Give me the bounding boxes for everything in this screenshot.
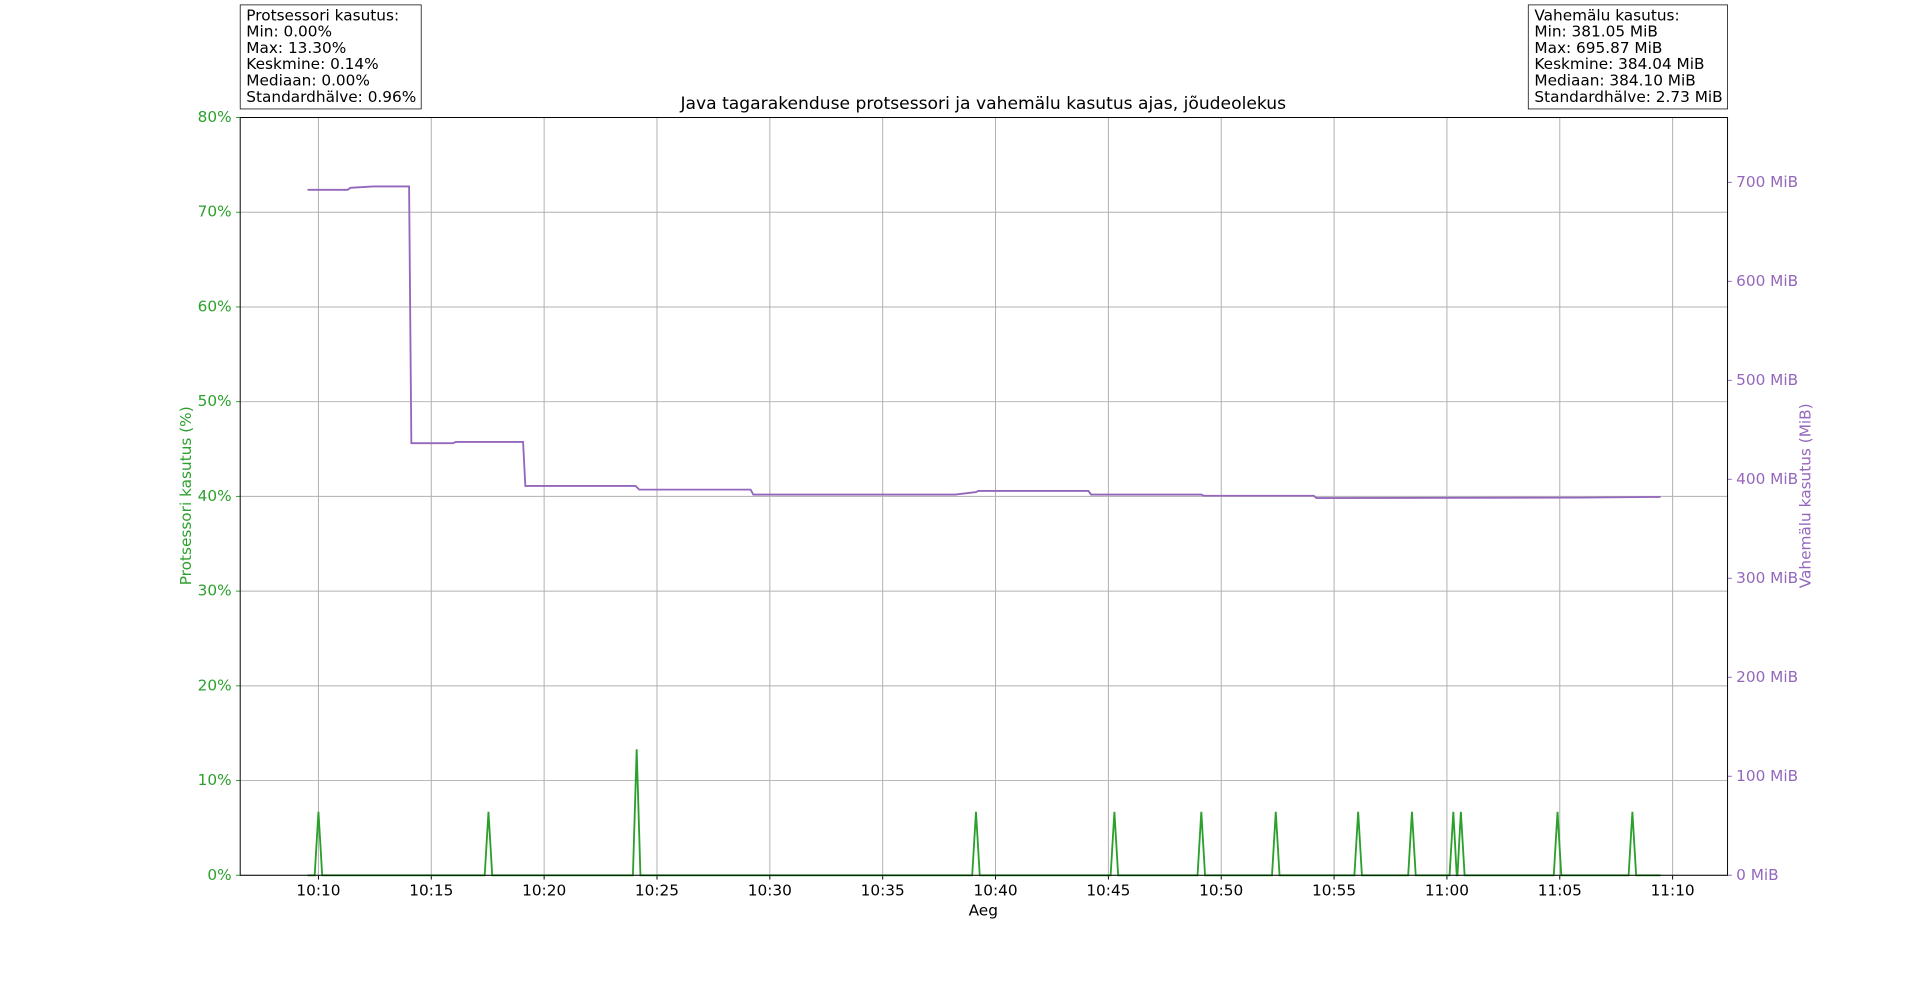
y-axis-label: Protsessori kasutus (%)	[177, 406, 195, 585]
x-axis-label: Aeg	[969, 901, 998, 919]
x-tick-label: 10:50	[1199, 882, 1243, 900]
stats-line: Standardhälve: 2.73 MiB	[1534, 88, 1722, 106]
y-tick-label: 50%	[198, 392, 232, 410]
stats-line: Keskmine: 0.14%	[246, 55, 378, 73]
y-tick-label: 0%	[207, 866, 231, 884]
stats-box: Protsessori kasutus:Min: 0.00%Max: 13.30…	[239, 4, 422, 110]
y2-tick-label: 600 MiB	[1736, 272, 1798, 290]
y-tick-label: 60%	[198, 297, 232, 315]
y-tick-label: 70%	[198, 203, 232, 221]
y2-tick-label: 200 MiB	[1736, 668, 1798, 686]
stats-box-frame	[239, 4, 422, 110]
chart-title: Java tagarakenduse protsessori ja vahemä…	[679, 94, 1286, 114]
plot-frame	[239, 117, 1729, 876]
stats-line: Min: 381.05 MiB	[1534, 23, 1658, 41]
y-tick-label: 30%	[198, 582, 232, 600]
x-tick-label: 10:35	[861, 882, 905, 900]
x-tick-label: 11:10	[1651, 882, 1695, 900]
y-tick-label: 10%	[198, 771, 232, 789]
x-tick-label: 11:00	[1425, 882, 1469, 900]
y2-tick-label: 300 MiB	[1736, 569, 1798, 587]
y2-tick-label: 700 MiB	[1736, 173, 1798, 191]
x-tick-label: 10:20	[522, 882, 566, 900]
stats-line: Min: 0.00%	[246, 23, 332, 41]
y2-tick-label: 400 MiB	[1736, 470, 1798, 488]
stats-line: Max: 695.87 MiB	[1534, 39, 1662, 57]
y-tick-label: 20%	[198, 676, 232, 694]
stats-line: Vahemälu kasutus:	[1534, 6, 1679, 24]
stats-line: Keskmine: 384.04 MiB	[1534, 55, 1704, 73]
x-tick-label: 10:55	[1312, 882, 1356, 900]
y2-tick-label: 100 MiB	[1736, 767, 1798, 785]
stats-box-frame	[1527, 4, 1728, 110]
x-tick-label: 10:10	[296, 882, 340, 900]
series-line	[307, 749, 1661, 877]
stats-line: Max: 13.30%	[246, 39, 346, 57]
x-tick-label: 11:05	[1538, 882, 1582, 900]
y-tick-label: 40%	[198, 487, 232, 505]
x-tick-label: 10:45	[1086, 882, 1130, 900]
stats-line: Mediaan: 0.00%	[246, 72, 370, 90]
series-line	[307, 185, 1661, 499]
stats-line: Protsessori kasutus:	[246, 6, 399, 24]
stats-line: Mediaan: 384.10 MiB	[1534, 72, 1695, 90]
y2-axis-label: Vahemälu kasutus (MiB)	[1796, 403, 1814, 588]
y2-tick-label: 0 MiB	[1736, 866, 1779, 884]
y2-tick-label: 500 MiB	[1736, 371, 1798, 389]
x-tick-label: 10:40	[973, 882, 1017, 900]
x-tick-label: 10:25	[635, 882, 679, 900]
y-tick-label: 80%	[198, 108, 232, 126]
x-tick-label: 10:15	[409, 882, 453, 900]
stats-line: Standardhälve: 0.96%	[246, 88, 416, 106]
x-tick-label: 10:30	[748, 882, 792, 900]
